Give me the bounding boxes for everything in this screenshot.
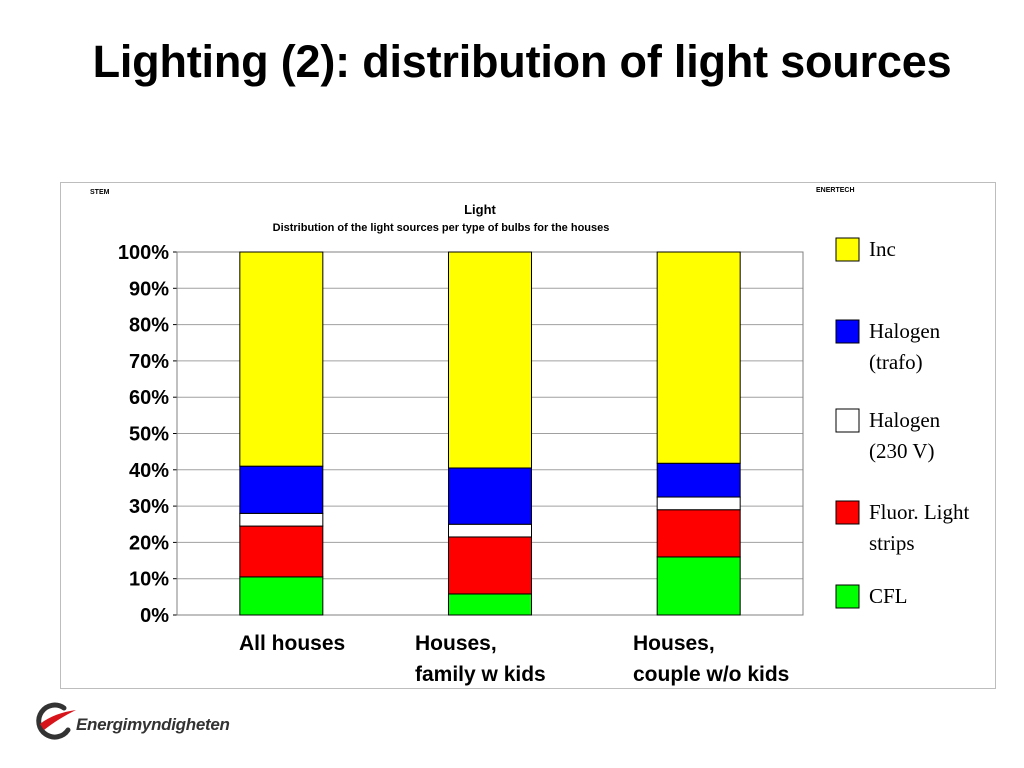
y-tick-label: 100% <box>118 242 169 264</box>
legend-label: Halogen <box>869 408 941 432</box>
energimyndigheten-logo-icon <box>36 702 76 740</box>
bar-segment-halogen-230-v <box>239 512 324 527</box>
legend-swatch <box>835 584 860 609</box>
stacked-bar-chart: STEM ENERTECH Light Distribution of the lig… <box>90 187 970 686</box>
bar-segment-inc <box>656 251 741 464</box>
bar-segment-halogen-230-v <box>448 523 532 538</box>
x-category-label: Houses, <box>415 632 497 655</box>
corner-label-right: ENERTECH <box>816 187 855 194</box>
bar-segment-halogen-trafo <box>239 465 324 514</box>
y-tick-label: 60% <box>129 387 169 409</box>
legend-label: Fluor. Light <box>869 500 970 524</box>
x-category-label: couple w/o kids <box>633 663 789 686</box>
x-category-label: All houses <box>239 632 345 655</box>
y-tick-label: 40% <box>129 460 169 482</box>
bar-segment-fluor-light-strips <box>448 536 532 595</box>
x-category-label: family w kids <box>415 663 546 686</box>
slide-title: Lighting (2): distribution of light sour… <box>92 36 952 87</box>
y-tick-label: 10% <box>129 569 169 591</box>
bar-segment-fluor-light-strips <box>239 525 324 578</box>
bar-segment-fluor-light-strips <box>656 509 741 558</box>
x-category-label: Houses, <box>633 632 715 655</box>
bar-segment-inc <box>448 251 532 469</box>
legend-swatch <box>835 319 860 344</box>
y-tick-label: 50% <box>129 424 169 446</box>
bar-segment-cfl <box>239 576 324 616</box>
bar-segment-cfl <box>656 556 741 616</box>
y-tick-label: 20% <box>129 532 169 554</box>
legend-label: Inc <box>869 237 896 261</box>
legend-label: strips <box>869 531 915 555</box>
y-tick-label: 0% <box>140 605 169 627</box>
y-tick-label: 30% <box>129 496 169 518</box>
chart-subtitle: Distribution of the light sources per ty… <box>273 222 610 234</box>
chart-title: Light <box>464 202 496 217</box>
legend-label: (trafo) <box>869 350 923 374</box>
bar-segment-halogen-trafo <box>448 467 532 525</box>
legend-swatch <box>835 237 860 262</box>
bar-segment-cfl <box>448 593 532 616</box>
legend-swatch <box>835 500 860 525</box>
bar-segment-halogen-trafo <box>656 462 741 498</box>
legend-swatch <box>835 408 860 433</box>
y-tick-label: 70% <box>129 351 169 373</box>
bar-segment-inc <box>239 251 324 467</box>
y-tick-label: 90% <box>129 278 169 300</box>
chart-frame: STEM ENERTECH Light Distribution of the lig… <box>60 182 996 689</box>
y-tick-label: 80% <box>129 315 169 337</box>
bar-segment-halogen-230-v <box>656 496 741 511</box>
legend-label: (230 V) <box>869 439 935 463</box>
legend-label: CFL <box>869 584 908 608</box>
corner-label-left: STEM <box>90 189 110 196</box>
legend-label: Halogen <box>869 319 941 343</box>
logo-wordmark: Energimyndigheten <box>76 715 230 734</box>
